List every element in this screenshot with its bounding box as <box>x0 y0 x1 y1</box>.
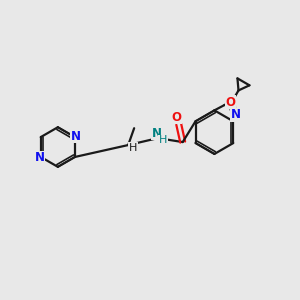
Text: N: N <box>152 127 162 140</box>
Text: N: N <box>231 108 241 122</box>
Text: N: N <box>35 152 45 164</box>
Text: O: O <box>225 96 235 109</box>
Text: H: H <box>129 143 137 153</box>
Text: H: H <box>159 135 167 145</box>
Text: N: N <box>71 130 81 142</box>
Text: O: O <box>172 111 182 124</box>
